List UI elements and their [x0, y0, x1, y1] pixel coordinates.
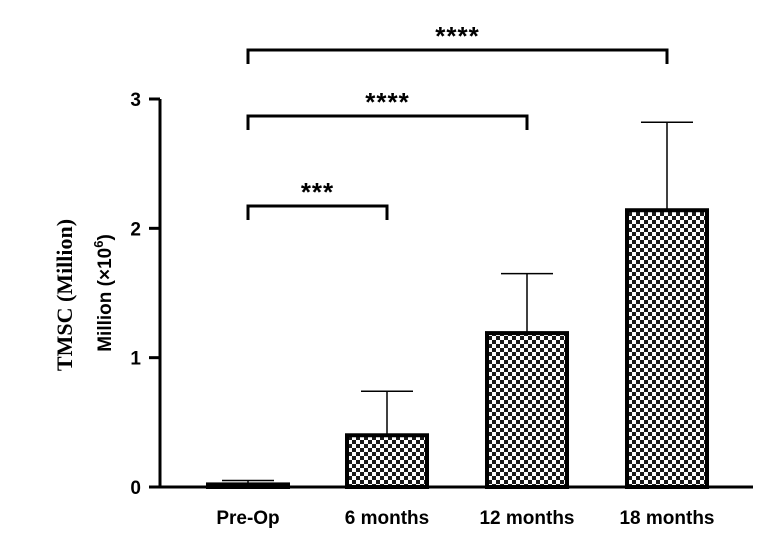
x-axis-labels: Pre-Op 6 months 12 months 18 months [216, 508, 714, 529]
y-tick-label: 1 [130, 349, 141, 370]
x-tick-label: 6 months [345, 508, 429, 529]
significance-bracket [246, 48, 669, 64]
y-axis-subtitle-main: Million (×10 [95, 248, 116, 352]
y-tick-label: 2 [130, 219, 141, 240]
y-tick-label: 0 [130, 478, 141, 499]
significance-bracket [246, 204, 389, 220]
significance-bracket [246, 114, 529, 130]
y-axis-subtitle-close: ) [95, 234, 116, 240]
bars [206, 208, 709, 490]
x-tick-label: 18 months [619, 508, 714, 529]
y-axis-title: TMSC (Million) [52, 219, 77, 371]
error-bars [222, 121, 693, 485]
significance-label: **** [435, 21, 479, 51]
x-tick-label: 12 months [479, 508, 574, 529]
bar-6-months [345, 433, 429, 489]
y-tick-label: 3 [130, 90, 141, 111]
significance-label: *** [301, 177, 334, 207]
significance-brackets: *********** [246, 21, 669, 220]
bar-12-months [485, 331, 569, 489]
y-axis-subtitle-sup: 6 [91, 241, 106, 248]
y-axis-subtitle: Million (×106) [91, 234, 116, 352]
x-tick-label: Pre-Op [216, 508, 279, 529]
bar-18-months [625, 208, 709, 490]
y-axis-ticks: 0 1 2 3 [130, 90, 160, 499]
significance-label: **** [365, 87, 409, 117]
